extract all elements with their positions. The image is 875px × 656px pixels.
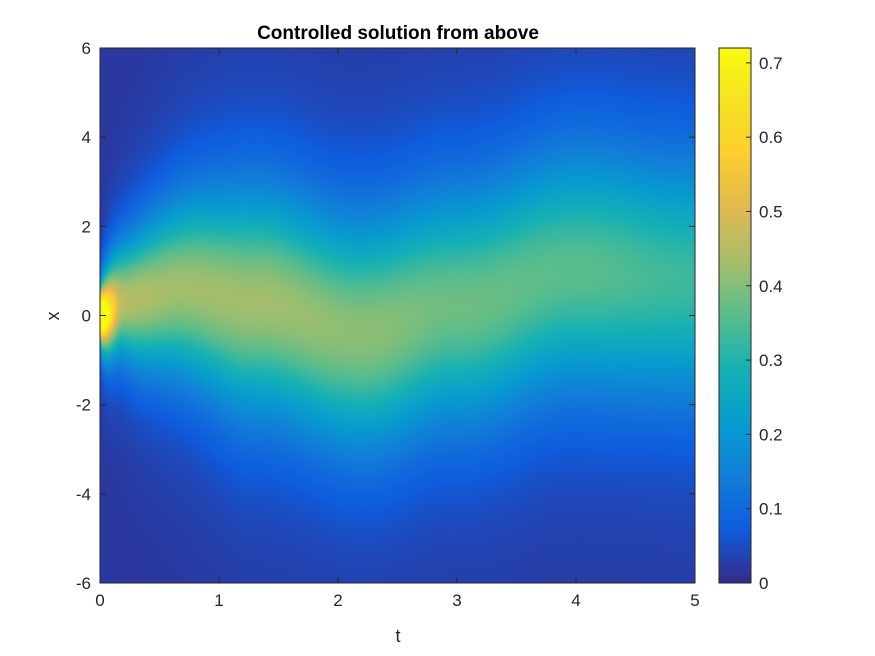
x-tick-label: 2 <box>333 591 342 610</box>
x-tick-label: 3 <box>452 591 461 610</box>
colorbar-tick-label: 0 <box>759 574 768 593</box>
x-tick-label: 5 <box>690 591 699 610</box>
y-tick-label: 6 <box>82 39 91 58</box>
colorbar-tick-label: 0.3 <box>759 351 783 370</box>
y-tick-label: 0 <box>82 307 91 326</box>
colorbar-frame <box>718 47 752 584</box>
y-axis-ticks: -6 -4 -2 0 2 4 6 <box>76 39 695 593</box>
colorbar-tick-label: 0.6 <box>759 128 783 147</box>
heatmap-canvas <box>100 48 695 583</box>
y-tick-label: -6 <box>76 574 91 593</box>
x-tick-label: 4 <box>571 591 580 610</box>
colorbar: 0 0.1 0.2 0.3 0.4 0.5 0.6 0.7 <box>718 47 783 593</box>
colorbar-tick-label: 0.5 <box>759 202 783 221</box>
x-tick-label: 0 <box>95 591 104 610</box>
x-axis-label: t <box>395 626 400 646</box>
x-tick-label: 1 <box>214 591 223 610</box>
colorbar-tick-label: 0.2 <box>759 425 783 444</box>
y-tick-label: 4 <box>82 128 91 147</box>
y-tick-label: 2 <box>82 217 91 236</box>
colorbar-tick-label: 0.7 <box>759 54 783 73</box>
colorbar-ticks: 0 0.1 0.2 0.3 0.4 0.5 0.6 0.7 <box>746 54 783 593</box>
x-axis-ticks: 0 1 2 3 4 5 <box>95 48 700 610</box>
y-tick-label: -2 <box>76 396 91 415</box>
y-tick-label: -4 <box>76 485 91 504</box>
chart-title: Controlled solution from above <box>257 23 539 44</box>
colorbar-tick-label: 0.4 <box>759 277 783 296</box>
y-axis-label: x <box>43 312 63 321</box>
colorbar-bar <box>719 48 751 583</box>
colorbar-tick-label: 0.1 <box>759 500 783 519</box>
plot-area <box>99 47 696 584</box>
